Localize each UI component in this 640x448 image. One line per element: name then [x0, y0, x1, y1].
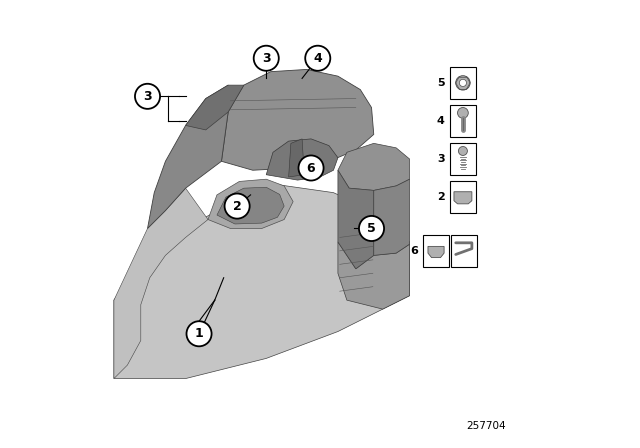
Polygon shape	[114, 228, 184, 300]
Polygon shape	[217, 187, 284, 224]
Text: 6: 6	[307, 161, 316, 175]
Text: 5: 5	[367, 222, 376, 235]
Circle shape	[225, 194, 250, 219]
Polygon shape	[454, 192, 472, 204]
Text: 4: 4	[436, 116, 445, 126]
Text: 2: 2	[233, 199, 241, 213]
Polygon shape	[186, 85, 244, 130]
Polygon shape	[338, 242, 410, 309]
Polygon shape	[428, 246, 444, 258]
Polygon shape	[374, 179, 410, 255]
Text: 4: 4	[314, 52, 322, 65]
Bar	[450, 143, 476, 175]
Polygon shape	[289, 139, 305, 177]
Polygon shape	[221, 69, 374, 170]
Circle shape	[305, 46, 330, 71]
Polygon shape	[114, 184, 410, 379]
Text: 6: 6	[410, 246, 418, 256]
Circle shape	[456, 76, 470, 90]
Polygon shape	[338, 143, 410, 190]
Text: 3: 3	[262, 52, 271, 65]
Circle shape	[253, 46, 279, 71]
Circle shape	[460, 79, 467, 86]
Circle shape	[135, 84, 160, 109]
Polygon shape	[266, 139, 338, 180]
Text: 1: 1	[195, 327, 204, 340]
Bar	[451, 235, 477, 267]
Polygon shape	[148, 85, 228, 228]
Circle shape	[359, 216, 384, 241]
Circle shape	[298, 155, 324, 181]
Circle shape	[458, 146, 467, 155]
Polygon shape	[114, 188, 208, 379]
Polygon shape	[208, 179, 293, 228]
Text: 3: 3	[437, 154, 445, 164]
Bar	[450, 181, 476, 213]
Bar	[423, 235, 449, 267]
Bar	[450, 67, 476, 99]
Text: 2: 2	[436, 192, 445, 202]
Text: 5: 5	[437, 78, 445, 88]
Polygon shape	[338, 170, 374, 269]
Circle shape	[186, 321, 212, 346]
Text: 257704: 257704	[466, 421, 506, 431]
Circle shape	[458, 108, 468, 118]
Text: 3: 3	[143, 90, 152, 103]
Bar	[450, 105, 476, 137]
